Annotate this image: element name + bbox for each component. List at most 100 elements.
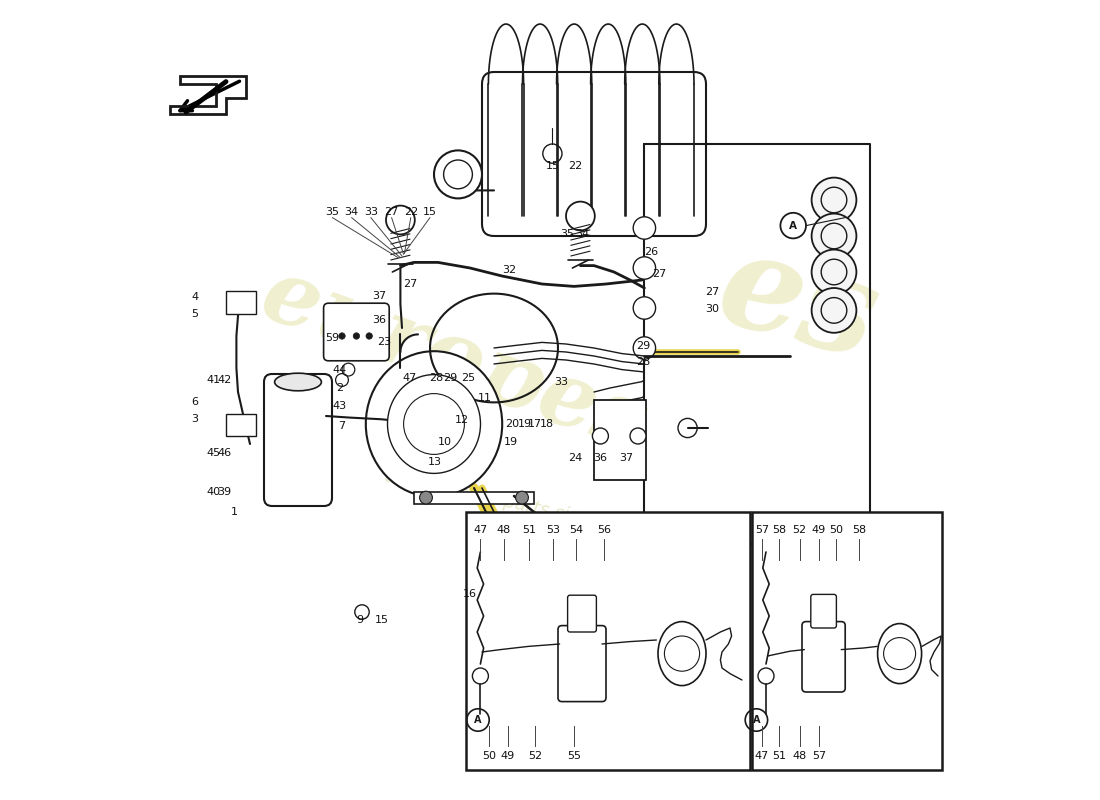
- Text: 27: 27: [403, 279, 417, 289]
- Text: 48: 48: [792, 751, 806, 761]
- Text: 53: 53: [547, 525, 560, 534]
- Circle shape: [566, 202, 595, 230]
- Text: 36: 36: [373, 315, 386, 325]
- Circle shape: [386, 206, 415, 234]
- Circle shape: [634, 337, 656, 359]
- Text: 51: 51: [522, 525, 536, 534]
- Text: 5: 5: [191, 310, 198, 319]
- FancyBboxPatch shape: [802, 622, 845, 692]
- Text: europes: europes: [251, 250, 658, 470]
- Text: 48: 48: [496, 525, 510, 534]
- Text: 2: 2: [336, 383, 343, 393]
- Text: 28: 28: [637, 357, 651, 366]
- Circle shape: [516, 491, 528, 504]
- Text: 19: 19: [504, 437, 518, 446]
- Ellipse shape: [366, 351, 503, 497]
- Text: 15: 15: [546, 161, 560, 170]
- Text: 58: 58: [851, 525, 866, 534]
- Text: 10: 10: [438, 437, 451, 446]
- Text: 1: 1: [231, 507, 238, 517]
- Circle shape: [434, 150, 482, 198]
- Text: 57: 57: [755, 525, 769, 534]
- FancyBboxPatch shape: [264, 374, 332, 506]
- Ellipse shape: [387, 374, 481, 474]
- Circle shape: [634, 257, 656, 279]
- Text: 28: 28: [429, 374, 443, 383]
- Text: 35: 35: [561, 229, 574, 238]
- Text: a passion for parts since 1985: a passion for parts since 1985: [383, 467, 652, 541]
- Text: 17: 17: [528, 419, 542, 429]
- Text: 18: 18: [540, 419, 554, 429]
- Text: 22: 22: [569, 161, 583, 170]
- Text: A: A: [752, 715, 760, 725]
- Circle shape: [353, 333, 360, 339]
- Text: 16: 16: [463, 589, 477, 598]
- Circle shape: [812, 214, 857, 258]
- Text: 40: 40: [206, 487, 220, 497]
- Text: 55: 55: [566, 751, 581, 761]
- Text: 4: 4: [191, 292, 198, 302]
- Ellipse shape: [658, 622, 706, 686]
- Text: 33: 33: [554, 378, 569, 387]
- Text: 59: 59: [326, 333, 340, 342]
- Text: 24: 24: [569, 453, 583, 462]
- Text: 30: 30: [705, 304, 719, 314]
- Text: 57: 57: [812, 751, 826, 761]
- Text: 6: 6: [191, 397, 198, 406]
- Text: 49: 49: [500, 751, 515, 761]
- Text: es: es: [705, 222, 891, 386]
- Text: 46: 46: [218, 448, 231, 458]
- Text: A: A: [789, 221, 797, 230]
- Text: 58: 58: [772, 525, 785, 534]
- Text: 22: 22: [404, 207, 418, 217]
- FancyBboxPatch shape: [811, 594, 836, 628]
- FancyBboxPatch shape: [568, 595, 596, 632]
- Text: 27: 27: [651, 269, 666, 278]
- Text: 29: 29: [443, 374, 458, 383]
- Text: 23: 23: [377, 338, 392, 347]
- Text: 45: 45: [206, 448, 220, 458]
- Circle shape: [593, 428, 608, 444]
- Text: 12: 12: [455, 415, 469, 425]
- Text: 34: 34: [575, 229, 590, 238]
- Circle shape: [812, 250, 857, 294]
- Bar: [414, 492, 534, 504]
- Circle shape: [634, 297, 656, 319]
- Circle shape: [366, 333, 373, 339]
- Circle shape: [419, 491, 432, 504]
- Circle shape: [812, 288, 857, 333]
- Text: 15: 15: [375, 615, 389, 625]
- Text: 3: 3: [191, 414, 198, 424]
- Text: 37: 37: [373, 291, 387, 301]
- Text: 44: 44: [332, 366, 346, 375]
- Text: 49: 49: [812, 525, 826, 534]
- Text: 41: 41: [206, 375, 220, 385]
- Text: 51: 51: [772, 751, 785, 761]
- Circle shape: [634, 217, 656, 239]
- Text: 13: 13: [428, 458, 442, 467]
- Text: 37: 37: [619, 453, 634, 462]
- Text: 39: 39: [218, 487, 231, 497]
- Text: 47: 47: [473, 525, 487, 534]
- Text: 32: 32: [502, 265, 516, 274]
- Text: 56: 56: [597, 525, 612, 534]
- Text: 50: 50: [482, 751, 496, 761]
- Text: 9: 9: [356, 615, 363, 625]
- Ellipse shape: [878, 624, 922, 683]
- Text: 54: 54: [570, 525, 583, 534]
- Text: 43: 43: [332, 401, 346, 410]
- Text: 27: 27: [705, 287, 719, 297]
- Circle shape: [339, 333, 345, 339]
- Text: 47: 47: [755, 751, 769, 761]
- Circle shape: [630, 428, 646, 444]
- Text: 42: 42: [218, 375, 231, 385]
- FancyBboxPatch shape: [323, 303, 389, 361]
- Bar: [594, 400, 646, 480]
- Bar: [751, 512, 942, 770]
- Text: 26: 26: [644, 247, 658, 257]
- Text: 52: 52: [528, 751, 542, 761]
- Text: 36: 36: [593, 453, 607, 462]
- Text: 29: 29: [637, 342, 651, 351]
- Circle shape: [812, 178, 857, 222]
- Text: 47: 47: [403, 374, 417, 383]
